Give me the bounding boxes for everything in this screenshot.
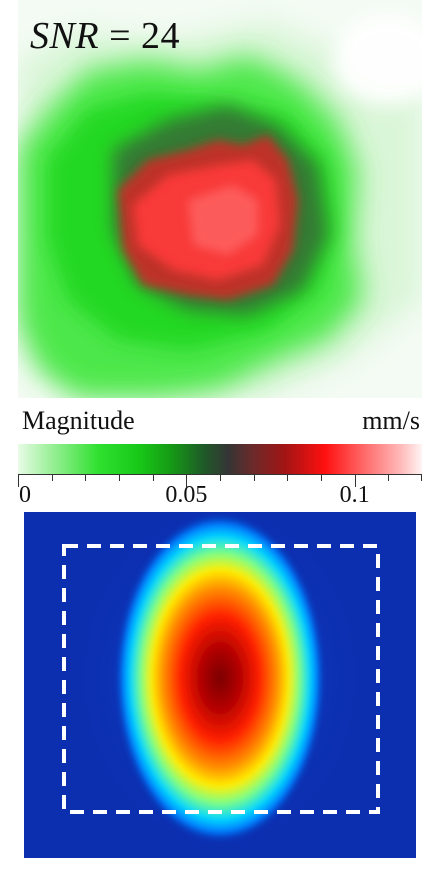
colorbar-minor-tick: [85, 475, 87, 481]
ground-truth-heatmap: [24, 512, 416, 858]
colorbar-minor-tick: [321, 475, 322, 481]
region-of-interest-box: [62, 544, 380, 814]
colorbar-minor-tick: [119, 475, 120, 481]
reconstruction-heatmap: [18, 0, 422, 398]
snr-label: SNR = 24: [30, 14, 180, 58]
snr-equals: =: [109, 15, 131, 57]
white-gap: [333, 15, 422, 105]
colorbar-minor-tick: [152, 475, 154, 481]
colorbar-unit: mm/s: [362, 406, 420, 435]
colorbar-minor-tick: [388, 475, 390, 481]
colorbar-major-tick: [186, 475, 188, 487]
colorbar: Magnitude mm/s 0 0.05 0.1: [18, 400, 422, 512]
snr-reconstruction-image: SNR = 24: [18, 0, 422, 398]
snr-value: 24: [141, 15, 180, 57]
colorbar-major-tick: [354, 475, 356, 487]
colorbar-axis: [18, 474, 422, 489]
colorbar-tick-label: 0.05: [165, 482, 208, 508]
colorbar-tick-label: 0: [19, 482, 31, 508]
colorbar-minor-tick: [220, 475, 221, 481]
colorbar-minor-tick: [421, 475, 422, 481]
colorbar-tick-label: 0.1: [339, 482, 370, 508]
colorbar-minor-tick: [253, 475, 255, 481]
colorbar-minor-tick: [51, 475, 53, 481]
colorbar-title: Magnitude: [22, 406, 135, 435]
red-highlight: [188, 185, 258, 255]
snr-symbol: SNR: [30, 15, 100, 57]
ground-truth-image: [24, 512, 416, 858]
colorbar-minor-tick: [287, 475, 289, 481]
colorbar-gradient: [18, 444, 422, 474]
elliptical-peak: [116, 514, 324, 842]
colorbar-major-tick: [18, 475, 19, 487]
